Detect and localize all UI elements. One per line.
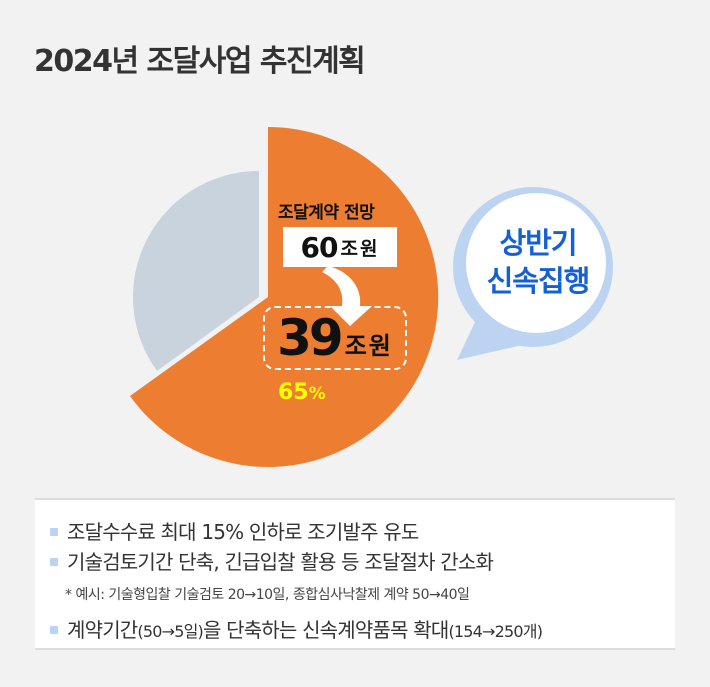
square-bullet-icon — [50, 625, 58, 634]
page-title: 2024년 조달사업 추진계획 — [34, 44, 366, 79]
list-item: 계약기간(50→5일)을 단축하는 신속계약품목 확대(154→250개) — [50, 614, 543, 643]
speech-bubble — [453, 187, 613, 360]
bubble-line-2: 신속집행 — [486, 264, 591, 298]
measures-panel: 조달수수료 최대 15% 인하로 조기발주 유도 기술검토기간 단축, 긴급입찰… — [35, 498, 675, 650]
square-bullet-icon — [50, 527, 58, 536]
bubble-line-1: 상반기 — [499, 226, 577, 260]
list-item-text-a: 계약기간 — [67, 618, 138, 642]
list-item: 기술검토기간 단축, 긴급입찰 활용 등 조달절차 간소화 — [50, 546, 494, 575]
total-amount-box: 60 조원 — [283, 227, 397, 267]
list-item-text: 조달수수료 최대 15% 인하로 조기발주 유도 — [67, 520, 419, 544]
total-amount-value: 60 — [300, 230, 339, 264]
list-item-text-d: (154→250개) — [448, 622, 543, 641]
percent-label: 65% — [278, 380, 326, 405]
first-half-amount-box: 39 조원 — [263, 306, 407, 370]
first-half-amount-value: 39 — [277, 309, 344, 367]
percent-value: 65 — [278, 380, 309, 405]
list-item-text-c: 을 단축하는 신속계약품목 확대 — [202, 618, 449, 642]
arrow-down-icon — [322, 266, 372, 326]
percent-symbol: % — [308, 384, 326, 404]
list-item-text-b: (50→5일) — [137, 622, 203, 641]
square-bullet-icon — [50, 557, 58, 566]
list-item: 조달수수료 최대 15% 인하로 조기발주 유도 — [50, 516, 419, 545]
forecast-label: 조달계약 전망 — [278, 203, 375, 223]
pie-chart — [130, 126, 613, 467]
pie-slice-first-half — [130, 126, 439, 467]
example-note: * 예시: 기술형입찰 기술검토 20→10일, 종합심사낙찰제 계약 50→4… — [65, 587, 470, 603]
bubble-text: 상반기 신속집행 — [474, 224, 602, 300]
list-item-text: 기술검토기간 단축, 긴급입찰 활용 등 조달절차 간소화 — [67, 550, 494, 574]
total-amount-unit: 조원 — [340, 237, 380, 260]
first-half-amount-unit: 조원 — [344, 331, 393, 360]
pie-slice-other — [132, 171, 259, 371]
